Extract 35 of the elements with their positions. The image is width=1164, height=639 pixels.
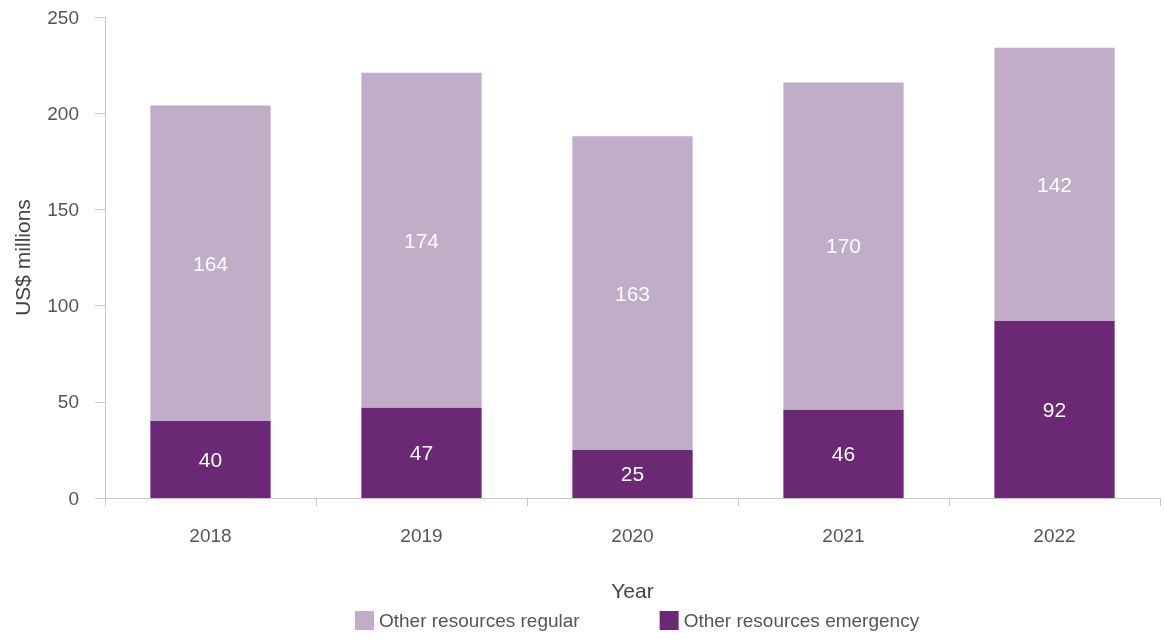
data-label: 170 — [825, 234, 862, 258]
bar — [994, 47, 1115, 321]
data-label: 92 — [1042, 398, 1067, 421]
x-tick-label: 2018 — [189, 525, 232, 546]
data-label: 164 — [192, 251, 229, 275]
bar — [994, 320, 1115, 498]
legend-label: Other resources regular — [379, 610, 581, 631]
y-tick-label: 150 — [47, 198, 79, 220]
data-label: 46 — [831, 442, 856, 466]
y-tick-label: 200 — [47, 102, 79, 124]
y-tick-label: 250 — [47, 6, 79, 28]
bar — [150, 105, 271, 422]
x-tick-label: 2020 — [611, 525, 654, 546]
y-axis-title: US$ millions — [11, 199, 34, 316]
x-axis-title: Year — [611, 579, 654, 602]
bar — [572, 136, 693, 450]
x-tick-label: 2022 — [1033, 525, 1076, 546]
data-label: 47 — [409, 441, 434, 465]
data-label: 163 — [614, 281, 651, 305]
bar — [150, 421, 271, 498]
bar — [783, 409, 904, 498]
bar — [361, 72, 482, 408]
data-label: 25 — [620, 462, 645, 486]
bar — [783, 82, 904, 410]
data-label: 142 — [1036, 172, 1073, 196]
y-tick-label: 100 — [47, 295, 79, 317]
bar — [572, 449, 693, 498]
data-label: 174 — [403, 228, 440, 252]
y-tick-label: 0 — [68, 487, 79, 509]
legend-label: Other resources emergency — [683, 610, 920, 631]
bar — [361, 407, 482, 498]
data-label: 40 — [198, 448, 223, 472]
x-tick-label: 2019 — [400, 525, 443, 546]
x-tick-label: 2021 — [822, 525, 865, 546]
y-tick-label: 50 — [57, 391, 79, 413]
